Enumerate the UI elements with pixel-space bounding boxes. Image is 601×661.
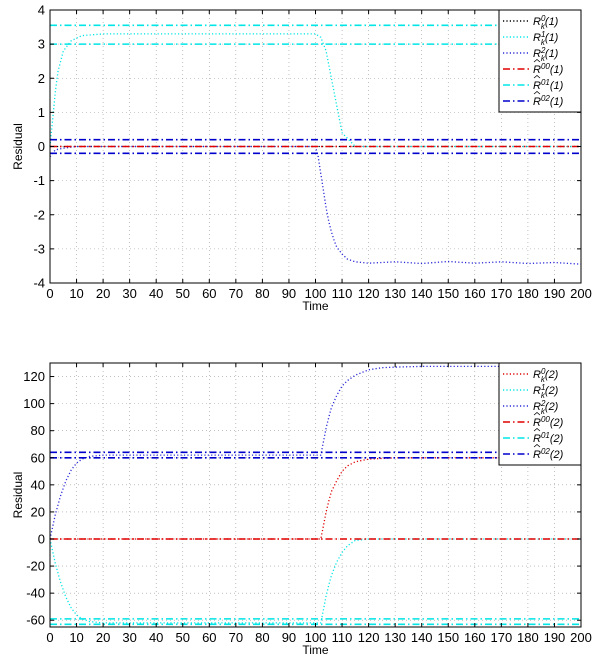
- series-line-2-3: [49, 365, 581, 540]
- y-tick-label: 120: [23, 369, 45, 384]
- x-axis-label: Time: [302, 299, 329, 313]
- y-tick-label: 0: [38, 532, 45, 547]
- y-tick-label: 80: [31, 423, 45, 438]
- series-line-2-1: [50, 457, 581, 540]
- x-tick-label: 190: [544, 630, 566, 645]
- x-tick-label: 30: [122, 630, 136, 645]
- legend-label: R0 k(2): [533, 367, 559, 384]
- legend-2: R0 k(2)R1 k(2)R2 k(2)R00(2) R01(2) R02(2): [498, 362, 582, 466]
- y-tick-label: 60: [31, 450, 45, 465]
- x-tick-label: 180: [517, 630, 539, 645]
- y-tick-label: 2: [38, 71, 45, 86]
- legend-label: R0 k(1): [533, 14, 559, 31]
- x-tick-label: 70: [229, 286, 243, 301]
- x-tick-label: 10: [69, 630, 83, 645]
- y-tick-label: -2: [33, 207, 45, 222]
- legend-1: R0 k(1)R1 k(1)R2 k(1)R00(1) R01(1) R02(1): [498, 9, 582, 113]
- y-tick-label: 3: [38, 37, 45, 52]
- hat-accent: [533, 443, 541, 448]
- x-tick-label: 160: [464, 630, 486, 645]
- x-tick-label: 110: [332, 286, 353, 301]
- legend-label: R01(1): [533, 78, 564, 92]
- legend-label: R01(2): [533, 431, 564, 445]
- x-tick-label: 170: [490, 286, 512, 301]
- y-tick-label: 20: [31, 504, 45, 519]
- hat-accent: [533, 58, 541, 63]
- legend-label: R00(2): [533, 415, 564, 429]
- series-line-2-2: [49, 538, 581, 624]
- x-tick-label: 0: [46, 286, 53, 301]
- x-tick-label: 120: [358, 286, 380, 301]
- x-tick-label: 140: [411, 286, 433, 301]
- x-tick-label: 80: [255, 630, 269, 645]
- legend-label: R1 k(2): [533, 383, 559, 400]
- hat-accent: [533, 427, 541, 432]
- legend-label: R02(1): [533, 94, 564, 108]
- x-tick-label: 130: [384, 630, 406, 645]
- y-tick-label: -4: [33, 276, 45, 291]
- legend-box: [498, 9, 582, 113]
- x-tick-label: 90: [282, 630, 296, 645]
- x-tick-label: 90: [282, 286, 296, 301]
- x-tick-label: 120: [358, 630, 380, 645]
- x-tick-label: 190: [544, 286, 566, 301]
- x-tick-label: 0: [46, 630, 53, 645]
- x-tick-label: 40: [149, 630, 163, 645]
- chart-1: 0 10 20 30 40 50 60 70 80 90 100 110 120 130 140 150 160…: [11, 3, 592, 314]
- x-tick-label: 150: [437, 286, 459, 301]
- y-tick-label: -1: [33, 173, 45, 188]
- legend-label: R00(1): [533, 62, 564, 76]
- x-tick-label: 140: [411, 630, 433, 645]
- hat-accent: [533, 74, 541, 79]
- x-tick-label: 200: [570, 286, 592, 301]
- x-tick-label: 100: [305, 286, 327, 301]
- y-axis-label: Residual: [11, 123, 25, 170]
- legend-label: R2 k(1): [533, 46, 559, 63]
- x-tick-label: 50: [176, 286, 190, 301]
- y-tick-label: -60: [26, 613, 45, 628]
- x-tick-label: 60: [202, 286, 216, 301]
- series-line-1-2: [49, 33, 581, 148]
- y-tick-label: 4: [38, 3, 45, 18]
- legend-label: R1 k(1): [533, 30, 559, 47]
- x-tick-label: 100: [305, 630, 327, 645]
- x-tick-label: 50: [176, 630, 190, 645]
- x-tick-label: 20: [96, 286, 110, 301]
- x-tick-label: 40: [149, 286, 163, 301]
- y-axis-label: Residual: [11, 472, 25, 519]
- x-tick-label: 130: [384, 286, 406, 301]
- x-tick-label: 20: [96, 630, 110, 645]
- hat-accent: [533, 411, 541, 416]
- x-tick-label: 180: [517, 286, 539, 301]
- legend-label: R02(2): [533, 447, 564, 461]
- chart-2: 0 10 20 30 40 50 60 70 80 90 100 110 120 130 140 150 160…: [11, 362, 592, 657]
- y-tick-label: -40: [26, 586, 45, 601]
- x-tick-label: 200: [570, 630, 592, 645]
- x-tick-label: 30: [122, 286, 136, 301]
- x-tick-label: 170: [490, 630, 512, 645]
- y-tick-label: 40: [31, 477, 45, 492]
- legend-label: R2 k(2): [533, 399, 559, 416]
- x-tick-label: 70: [229, 630, 243, 645]
- y-tick-label: -20: [26, 559, 45, 574]
- x-tick-label: 160: [464, 286, 486, 301]
- y-tick-label: 100: [23, 396, 45, 411]
- x-tick-label: 110: [332, 630, 353, 645]
- x-tick-label: 150: [437, 630, 459, 645]
- y-tick-label: 0: [38, 139, 45, 154]
- x-axis-label: Time: [302, 643, 329, 657]
- x-tick-label: 60: [202, 630, 216, 645]
- hat-accent: [533, 90, 541, 95]
- y-tick-label: -3: [33, 241, 45, 256]
- x-tick-label: 10: [69, 286, 83, 301]
- y-tick-label: 1: [38, 105, 45, 120]
- legend-box: [498, 362, 582, 466]
- x-tick-label: 80: [255, 286, 269, 301]
